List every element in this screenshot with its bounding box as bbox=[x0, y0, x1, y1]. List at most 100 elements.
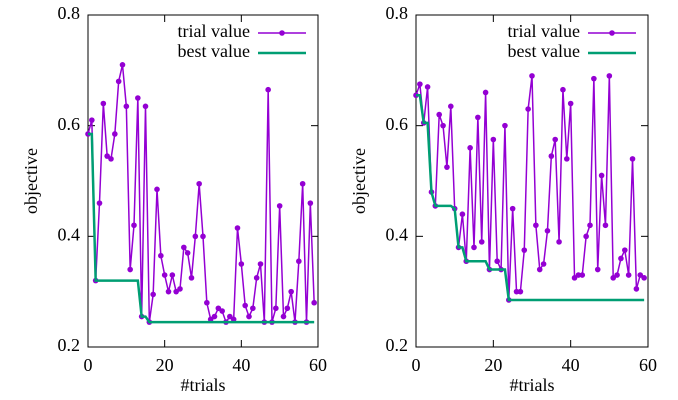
data-point bbox=[517, 288, 524, 295]
x-tick-label: 40 bbox=[232, 355, 250, 375]
data-point bbox=[273, 305, 279, 312]
data-point bbox=[161, 272, 168, 278]
series-line bbox=[88, 132, 315, 324]
data-point bbox=[583, 233, 589, 240]
data-point bbox=[548, 153, 555, 159]
data-point bbox=[119, 62, 126, 68]
data-point bbox=[142, 103, 149, 110]
data-point bbox=[158, 252, 164, 259]
data-point bbox=[238, 261, 245, 267]
series-line bbox=[415, 75, 645, 300]
data-point bbox=[89, 117, 95, 123]
data-point bbox=[444, 164, 450, 170]
data-point bbox=[614, 272, 620, 278]
data-point bbox=[478, 239, 485, 245]
y-tick-label: 0.6 bbox=[386, 114, 409, 134]
data-point bbox=[276, 203, 283, 209]
data-point bbox=[637, 272, 644, 278]
data-point bbox=[288, 288, 294, 295]
data-point bbox=[467, 145, 473, 151]
x-axis-label: #trials bbox=[510, 375, 555, 395]
data-point bbox=[575, 272, 582, 278]
y-axis-label: objective bbox=[21, 148, 41, 214]
data-point bbox=[127, 266, 133, 273]
legend-marker bbox=[609, 30, 615, 36]
data-point bbox=[242, 302, 248, 309]
data-point bbox=[135, 95, 141, 101]
data-point bbox=[602, 222, 609, 229]
data-point bbox=[165, 288, 172, 295]
data-point bbox=[204, 299, 210, 306]
x-tick-label: 60 bbox=[309, 355, 327, 375]
data-point bbox=[169, 272, 176, 278]
data-point bbox=[115, 78, 122, 85]
data-point bbox=[253, 275, 260, 281]
y-tick-label: 0.8 bbox=[386, 3, 409, 23]
series-line bbox=[87, 64, 315, 324]
data-point bbox=[257, 261, 264, 267]
data-point bbox=[417, 81, 423, 87]
data-point bbox=[598, 172, 605, 179]
data-point bbox=[552, 136, 558, 143]
data-point bbox=[265, 86, 271, 93]
data-point bbox=[96, 200, 103, 206]
data-point bbox=[448, 103, 454, 110]
data-point bbox=[482, 89, 489, 96]
data-point bbox=[525, 106, 531, 112]
data-point bbox=[284, 305, 291, 312]
legend-label: best value bbox=[178, 41, 250, 61]
data-point bbox=[587, 222, 593, 229]
data-point bbox=[230, 316, 237, 323]
data-point bbox=[556, 239, 562, 245]
data-point bbox=[184, 250, 191, 256]
data-point bbox=[296, 258, 302, 265]
x-tick-label: 0 bbox=[412, 355, 421, 375]
data-point bbox=[112, 131, 118, 137]
data-point bbox=[521, 247, 528, 253]
data-point bbox=[200, 233, 206, 240]
data-point bbox=[234, 225, 241, 231]
plot-frame bbox=[87, 14, 319, 348]
x-tick-label: 0 bbox=[84, 355, 93, 375]
legend-label: best value bbox=[508, 41, 580, 61]
y-tick-label: 0.8 bbox=[58, 3, 81, 23]
data-point bbox=[246, 313, 252, 320]
data-point bbox=[440, 122, 446, 129]
data-point bbox=[509, 205, 516, 212]
y-tick-label: 0.4 bbox=[386, 224, 409, 244]
data-point bbox=[196, 180, 202, 187]
data-point bbox=[459, 211, 466, 217]
x-tick-label: 20 bbox=[484, 355, 502, 375]
data-point bbox=[641, 275, 647, 281]
data-point bbox=[150, 291, 156, 298]
data-point bbox=[610, 275, 616, 281]
y-axis-label: objective bbox=[349, 148, 369, 214]
data-point bbox=[529, 73, 535, 79]
data-point bbox=[633, 286, 640, 292]
data-point bbox=[307, 200, 314, 206]
data-point bbox=[490, 136, 497, 143]
data-point bbox=[560, 86, 566, 93]
data-point bbox=[123, 103, 130, 110]
data-point bbox=[591, 75, 597, 82]
data-point bbox=[131, 222, 137, 229]
x-tick-label: 60 bbox=[639, 355, 657, 375]
data-point bbox=[625, 272, 632, 278]
data-point bbox=[536, 266, 543, 273]
data-point bbox=[629, 156, 636, 162]
legend-marker bbox=[279, 30, 285, 36]
data-point bbox=[475, 114, 481, 121]
x-tick-label: 20 bbox=[156, 355, 174, 375]
data-point bbox=[424, 84, 431, 90]
data-point bbox=[618, 255, 624, 262]
data-point bbox=[154, 186, 160, 193]
data-point bbox=[436, 111, 443, 118]
data-point bbox=[108, 156, 114, 162]
series-line bbox=[416, 93, 645, 302]
data-point bbox=[471, 244, 477, 251]
data-point bbox=[544, 228, 551, 234]
plot-frame bbox=[415, 14, 649, 348]
data-point bbox=[188, 275, 195, 281]
